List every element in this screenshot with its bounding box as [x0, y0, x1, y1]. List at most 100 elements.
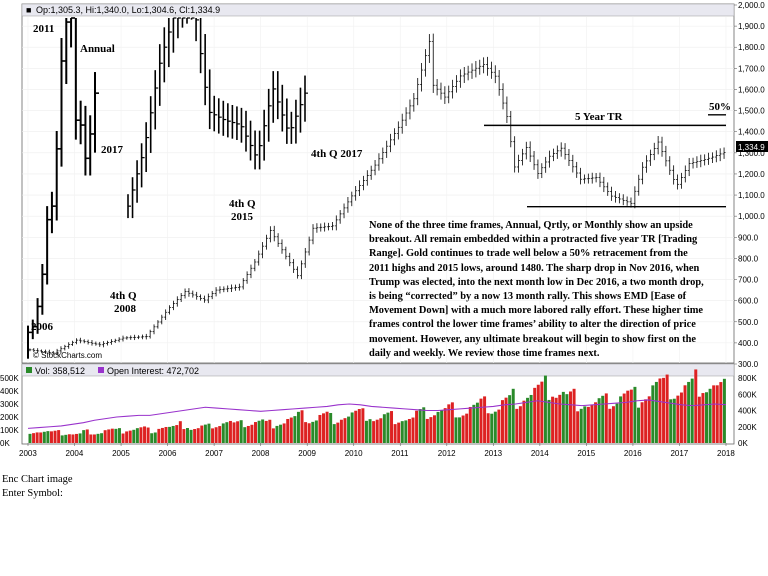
ytick-label: 1,800.0 [738, 43, 765, 52]
volume-bar [454, 417, 458, 443]
volume-bar [382, 414, 386, 443]
volume-bar [526, 397, 530, 443]
volume-bar [629, 389, 633, 443]
volume-bar [529, 394, 533, 443]
reference-lines [484, 114, 726, 208]
volume-bar [447, 404, 451, 443]
volume-bar [35, 432, 39, 443]
ytick-label: 600.0 [738, 297, 759, 306]
volume-bar [536, 384, 540, 443]
volume-bar [139, 427, 143, 443]
volume-bar [404, 420, 408, 443]
volume-bar [379, 418, 383, 443]
volume-bar [543, 375, 547, 443]
price-header-bar [21, 3, 735, 17]
volume-bar [103, 430, 107, 443]
footer-line-enc-chart: Enc Chart image [2, 474, 73, 485]
ytick-label: 1,200.0 [738, 170, 765, 179]
volume-bar [569, 391, 572, 443]
volume-bar [551, 396, 555, 443]
volume-bar [694, 369, 698, 443]
ytick-label: 400.0 [738, 339, 759, 348]
volume-bar [117, 428, 121, 443]
ytick-label: 2,000.0 [738, 1, 765, 10]
vol-ytick-label-right: 0K [738, 439, 748, 448]
volume-bar [314, 420, 318, 443]
volume-bar [601, 395, 605, 443]
xtick-label: 2018 [717, 449, 735, 458]
volume-bar [178, 421, 182, 443]
volume-bar [554, 397, 558, 443]
volume-bar [182, 429, 186, 443]
volume-bar [515, 408, 519, 443]
volume-bar [719, 382, 723, 443]
annotation-2017: 2017 [101, 144, 124, 156]
volume-bar [121, 433, 125, 443]
annotation-5-year-tr: 5 Year TR [575, 111, 624, 123]
ytick-label: 500.0 [738, 318, 759, 327]
volume-bar [293, 416, 297, 443]
annotation-2006: 2006 [31, 321, 54, 333]
vol-ytick-label-left: 200K [0, 413, 19, 422]
volume-bar [143, 426, 147, 443]
oi-legend-swatch [98, 367, 104, 373]
xtick-label: 2006 [159, 449, 177, 458]
volume-bar [547, 399, 551, 443]
volume-bar [508, 395, 512, 443]
volume-bar [271, 428, 275, 443]
volume-bar [611, 406, 615, 443]
price-axis-ticks: 2,000.0 1,900.0 1,800.0 1,700.0 1,600.0 1,500… [734, 1, 765, 369]
volume-bar [722, 378, 726, 443]
annotation-4thq-2017: 4th Q 2017 [311, 148, 363, 160]
xtick-label: 2014 [531, 449, 549, 458]
volume-bar [32, 433, 36, 443]
vol-ytick-label-left: 400K [0, 387, 19, 396]
vol-ytick-label-right: 800K [738, 374, 757, 383]
volume-bar [386, 412, 390, 443]
last-price-box [736, 141, 768, 152]
chart-canvas: ■ Op:1,305.3, Hi:1,340.0, Lo:1,304.6, Cl… [0, 1, 768, 458]
volume-bar [572, 388, 576, 443]
ytick-label: 1,500.0 [738, 107, 765, 116]
volume-bar [53, 430, 57, 443]
volume-bar [576, 411, 580, 443]
volume-bar [157, 428, 161, 443]
xtick-label: 2007 [205, 449, 223, 458]
volume-bar [397, 422, 401, 443]
ytick-label: 300.0 [738, 360, 759, 369]
volume-bar [304, 422, 308, 443]
volume-bar [375, 419, 379, 443]
volume-bar [203, 424, 207, 443]
volume-bar [715, 385, 719, 443]
volume-bar [411, 417, 415, 443]
volume-bar [264, 420, 268, 443]
volume-bar [60, 435, 64, 443]
volume-bar [207, 423, 211, 443]
ytick-label: 1,600.0 [738, 85, 765, 94]
volume-bar [71, 434, 75, 443]
volume-bar [586, 406, 590, 443]
volume-bar [418, 409, 422, 443]
volume-bar [107, 429, 111, 443]
volume-bar [329, 412, 333, 443]
commentary-text: None of the three time frames, Annual, Q… [369, 220, 704, 359]
volume-bar [522, 400, 526, 443]
volume-bar [654, 381, 658, 443]
volume-bar [171, 425, 175, 443]
volume-bar [318, 414, 322, 443]
volume-bar [583, 406, 587, 443]
ytick-label: 1,700.0 [738, 64, 765, 73]
volume-bar [225, 422, 229, 443]
volume-bar [232, 422, 236, 443]
annotation-4thq-b: 4th Q [229, 198, 256, 210]
price-bars [27, 17, 726, 359]
volume-bar [637, 407, 640, 443]
volume-bar [679, 392, 683, 443]
volume-bar [357, 409, 361, 443]
volume-bar [633, 386, 637, 443]
volume-bar [712, 385, 716, 443]
open-interest-line [27, 399, 727, 429]
footer-line-enter-symbol: Enter Symbol: [2, 488, 63, 499]
annotation-2011: 2011 [33, 23, 54, 35]
xtick-label: 2013 [484, 449, 502, 458]
